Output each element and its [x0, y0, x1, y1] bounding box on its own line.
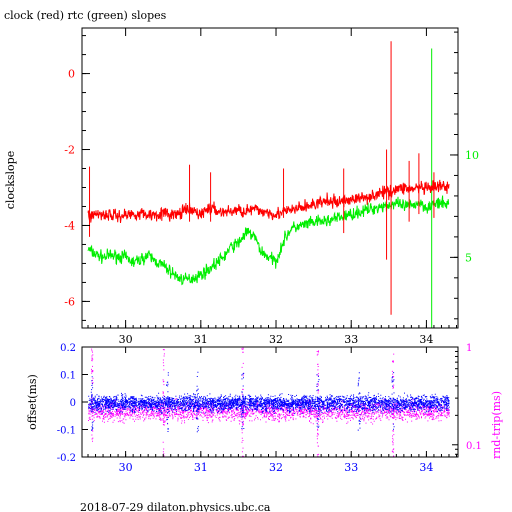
slope-x-tick-label: 33 [344, 333, 358, 346]
slope-data-layer [87, 41, 450, 328]
rndtrip-y2-tick-label: 0.1 [466, 441, 482, 452]
offset-y-axis-label: offset(ms) [26, 374, 39, 430]
offset-x-tick-label: 31 [194, 461, 208, 474]
slope-y-tick-label: -2 [64, 144, 75, 157]
slope-x-tick-label: 34 [419, 333, 433, 346]
slope-x-tick-label: 31 [194, 333, 208, 346]
slope-plot-frame [81, 27, 459, 329]
slope-y2-tick-label: 10 [465, 149, 479, 162]
offset-y-tick-label: -0.2 [57, 453, 76, 464]
offset-y-tick-label: 0.2 [60, 343, 76, 354]
offset-data-layer [88, 346, 450, 457]
slope-x-tick-label: 32 [269, 333, 283, 346]
slope-y-tick-label: -4 [64, 219, 75, 232]
offset-scatter-points [88, 371, 450, 433]
offset-x-tick-label: 32 [269, 461, 283, 474]
offset-x-tick-label: 34 [419, 461, 433, 474]
clock-series-line [87, 179, 450, 224]
offset-y-tick-label: -0.1 [57, 426, 76, 437]
slope-x-tick-label: 30 [119, 333, 133, 346]
rtc-series-line [87, 195, 450, 286]
offset-y-tick-label: 0.1 [60, 371, 76, 382]
offset-x-tick-label: 30 [119, 461, 133, 474]
chart-title: clock (red) rtc (green) slopes [4, 9, 167, 22]
offset-x-tick-label: 33 [344, 461, 358, 474]
slope-axes: 30 31 32 33 34 -6 -4 -2 0 5 10 [64, 28, 479, 346]
rndtrip-y2-tick-label: 1 [466, 343, 472, 354]
offset-y-tick-label: 0 [70, 398, 76, 409]
offset-axes: 30 31 32 33 34 -0.2 -0.1 0 0.1 0.2 0.1 1 [57, 343, 482, 474]
slope-y-tick-label: -6 [64, 295, 75, 308]
slope-y-tick-label: 0 [68, 68, 75, 81]
rndtrip-y-axis-label: rnd-trip(ms) [490, 391, 503, 459]
offset-panel: 30 31 32 33 34 -0.2 -0.1 0 0.1 0.2 0.1 1 offset(ms)… [26, 343, 503, 474]
slope-panel: 30 31 32 33 34 -6 -4 -2 0 5 10 clockslope [4, 27, 479, 346]
slope-y2-tick-label: 5 [465, 251, 472, 264]
footer-caption: 2018-07-29 dilaton.physics.ubc.ca [80, 501, 271, 512]
slope-y-axis-label: clockslope [4, 151, 17, 209]
